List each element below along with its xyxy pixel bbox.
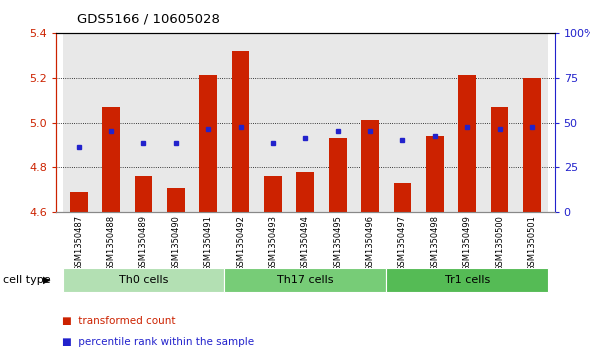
Text: ▶: ▶ bbox=[42, 275, 50, 285]
Bar bbox=[257, 33, 289, 212]
Bar bbox=[354, 33, 386, 212]
Bar bbox=[483, 33, 516, 212]
Text: cell type: cell type bbox=[3, 275, 51, 285]
Text: ■  percentile rank within the sample: ■ percentile rank within the sample bbox=[62, 337, 254, 347]
Bar bbox=[127, 33, 160, 212]
Bar bbox=[192, 33, 224, 212]
Bar bbox=[224, 33, 257, 212]
Bar bbox=[232, 51, 250, 212]
Text: Tr1 cells: Tr1 cells bbox=[445, 275, 490, 285]
Bar bbox=[419, 33, 451, 212]
Bar bbox=[296, 172, 314, 212]
Bar bbox=[426, 136, 444, 212]
Bar bbox=[458, 76, 476, 212]
Bar bbox=[329, 138, 346, 212]
Bar bbox=[102, 107, 120, 212]
Bar bbox=[264, 176, 282, 212]
Bar bbox=[451, 33, 483, 212]
Bar bbox=[322, 33, 354, 212]
Text: Th17 cells: Th17 cells bbox=[277, 275, 333, 285]
Bar bbox=[516, 33, 548, 212]
Bar bbox=[70, 192, 87, 212]
Text: GDS5166 / 10605028: GDS5166 / 10605028 bbox=[77, 13, 219, 26]
Text: Th0 cells: Th0 cells bbox=[119, 275, 168, 285]
Text: ■  transformed count: ■ transformed count bbox=[62, 316, 175, 326]
Bar bbox=[394, 183, 411, 212]
Bar bbox=[523, 78, 541, 212]
Bar bbox=[95, 33, 127, 212]
Bar bbox=[199, 76, 217, 212]
Bar bbox=[386, 33, 419, 212]
Bar bbox=[491, 107, 509, 212]
Bar bbox=[289, 33, 322, 212]
Bar bbox=[63, 33, 95, 212]
Bar bbox=[135, 176, 152, 212]
Bar bbox=[361, 120, 379, 212]
Bar bbox=[167, 188, 185, 212]
Bar bbox=[160, 33, 192, 212]
